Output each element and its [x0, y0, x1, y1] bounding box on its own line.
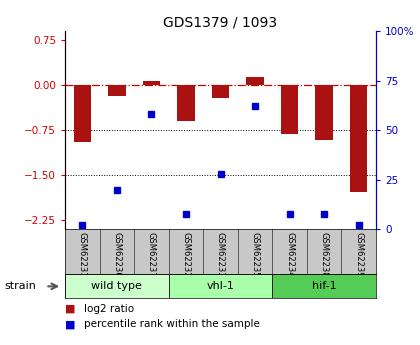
- Text: GSM62237: GSM62237: [147, 232, 156, 277]
- Bar: [177, 85, 194, 121]
- Text: GSM62235: GSM62235: [251, 232, 260, 277]
- Text: GSM62236: GSM62236: [113, 232, 121, 277]
- Bar: [315, 85, 333, 140]
- Text: ■: ■: [65, 319, 76, 329]
- Text: GSM62232: GSM62232: [181, 232, 190, 277]
- Text: wild type: wild type: [92, 282, 142, 291]
- Text: percentile rank within the sample: percentile rank within the sample: [84, 319, 260, 329]
- Bar: [65, 274, 169, 298]
- Text: log2 ratio: log2 ratio: [84, 304, 134, 314]
- Bar: [281, 85, 298, 135]
- Bar: [169, 274, 272, 298]
- Text: strain: strain: [4, 282, 36, 291]
- Bar: [143, 81, 160, 85]
- Text: ■: ■: [65, 304, 76, 314]
- Bar: [108, 85, 126, 96]
- Title: GDS1379 / 1093: GDS1379 / 1093: [163, 16, 278, 30]
- Text: vhl-1: vhl-1: [207, 282, 234, 291]
- Text: hif-1: hif-1: [312, 282, 336, 291]
- Bar: [272, 274, 376, 298]
- Bar: [74, 85, 91, 142]
- Bar: [212, 85, 229, 98]
- Text: GSM62239: GSM62239: [354, 232, 363, 277]
- Text: GSM62234: GSM62234: [285, 232, 294, 277]
- Text: GSM62231: GSM62231: [78, 232, 87, 277]
- Text: GSM62233: GSM62233: [216, 232, 225, 277]
- Bar: [350, 85, 367, 192]
- Bar: [247, 77, 264, 85]
- Text: GSM62238: GSM62238: [320, 232, 328, 277]
